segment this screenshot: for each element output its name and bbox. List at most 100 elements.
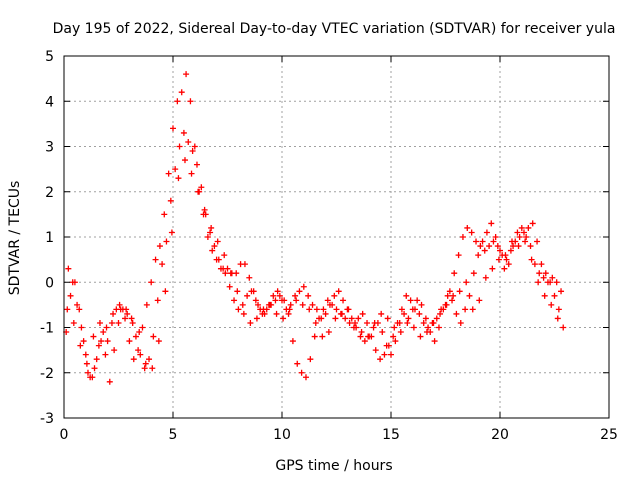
data-point: [252, 297, 259, 304]
data-point: [527, 243, 534, 250]
data-point: [222, 270, 229, 277]
data-point: [518, 224, 525, 231]
data-point: [396, 319, 403, 326]
data-point: [211, 243, 218, 250]
data-point: [170, 125, 176, 132]
data-point: [383, 342, 390, 349]
data-point: [135, 347, 142, 354]
data-point: [468, 229, 475, 236]
data-point: [520, 229, 527, 236]
data-point: [401, 310, 408, 317]
data-point: [495, 256, 502, 263]
data-point: [293, 297, 300, 304]
data-point: [364, 319, 371, 326]
data-point: [462, 306, 469, 313]
data-point: [410, 324, 417, 331]
data-point: [483, 229, 490, 236]
data-point: [198, 184, 205, 191]
data-point: [355, 315, 362, 322]
y-tick-label: 3: [45, 140, 54, 156]
data-point: [560, 324, 567, 331]
data-point: [437, 310, 444, 317]
data-point: [555, 306, 562, 313]
data-point: [240, 310, 247, 317]
data-point: [221, 252, 228, 259]
data-point: [456, 288, 463, 295]
data-point: [542, 270, 549, 277]
data-point: [397, 329, 404, 336]
data-point: [115, 319, 122, 326]
data-point: [96, 319, 103, 326]
x-tick-label: 10: [273, 427, 291, 443]
data-point: [180, 129, 187, 136]
data-point: [296, 288, 303, 295]
data-point: [143, 301, 150, 308]
data-point: [126, 338, 133, 345]
data-point: [248, 288, 255, 295]
data-point: [378, 310, 385, 317]
y-tick-label: 0: [45, 275, 54, 291]
data-point: [420, 319, 427, 326]
data-point: [193, 161, 200, 168]
data-point: [446, 288, 453, 295]
data-point: [440, 306, 447, 313]
data-point: [482, 274, 489, 281]
data-point: [357, 333, 364, 340]
data-point: [409, 306, 416, 313]
data-series: [64, 157, 561, 372]
data-point: [516, 234, 523, 240]
data-point: [425, 324, 432, 331]
data-point: [309, 301, 316, 308]
x-axis-label: GPS time / hours: [275, 458, 392, 474]
data-point: [502, 252, 509, 259]
data-point: [322, 310, 329, 317]
data-point: [191, 143, 198, 150]
data-point: [187, 98, 194, 105]
data-point: [272, 297, 279, 304]
data-point: [470, 270, 477, 277]
data-point: [298, 369, 305, 376]
data-point: [464, 224, 471, 231]
data-point: [141, 365, 148, 372]
data-point: [274, 288, 281, 295]
data-point: [549, 274, 556, 281]
data-point: [247, 319, 254, 326]
data-point: [103, 324, 110, 331]
data-point: [185, 138, 192, 145]
data-point: [451, 270, 458, 277]
y-tick-label: 4: [45, 94, 54, 110]
data-point: [300, 283, 307, 290]
data-point: [188, 170, 195, 177]
data-point: [529, 220, 536, 227]
data-point: [392, 338, 399, 345]
data-point: [335, 288, 342, 295]
data-point: [541, 292, 548, 299]
data-point: [279, 297, 285, 304]
grid-lines: [64, 56, 609, 418]
data-point: [150, 333, 157, 340]
data-point: [365, 333, 372, 340]
data-point: [76, 306, 83, 313]
data-point: [116, 301, 123, 308]
data-point: [345, 306, 352, 313]
data-point: [84, 369, 91, 376]
data-point: [433, 315, 440, 322]
data-point: [544, 279, 551, 286]
data-point: [422, 315, 429, 322]
data-point: [276, 292, 283, 299]
data-point: [167, 197, 174, 204]
data-point: [165, 170, 172, 177]
data-point: [372, 347, 379, 354]
data-point: [189, 148, 196, 155]
data-point: [195, 188, 202, 195]
data-point: [207, 229, 214, 236]
data-point: [534, 238, 541, 245]
data-point: [361, 338, 368, 345]
data-point: [489, 265, 496, 272]
data-point: [407, 297, 414, 304]
data-point: [78, 324, 85, 331]
data-point: [473, 238, 480, 245]
data-point: [137, 351, 144, 358]
data-point: [102, 351, 109, 358]
